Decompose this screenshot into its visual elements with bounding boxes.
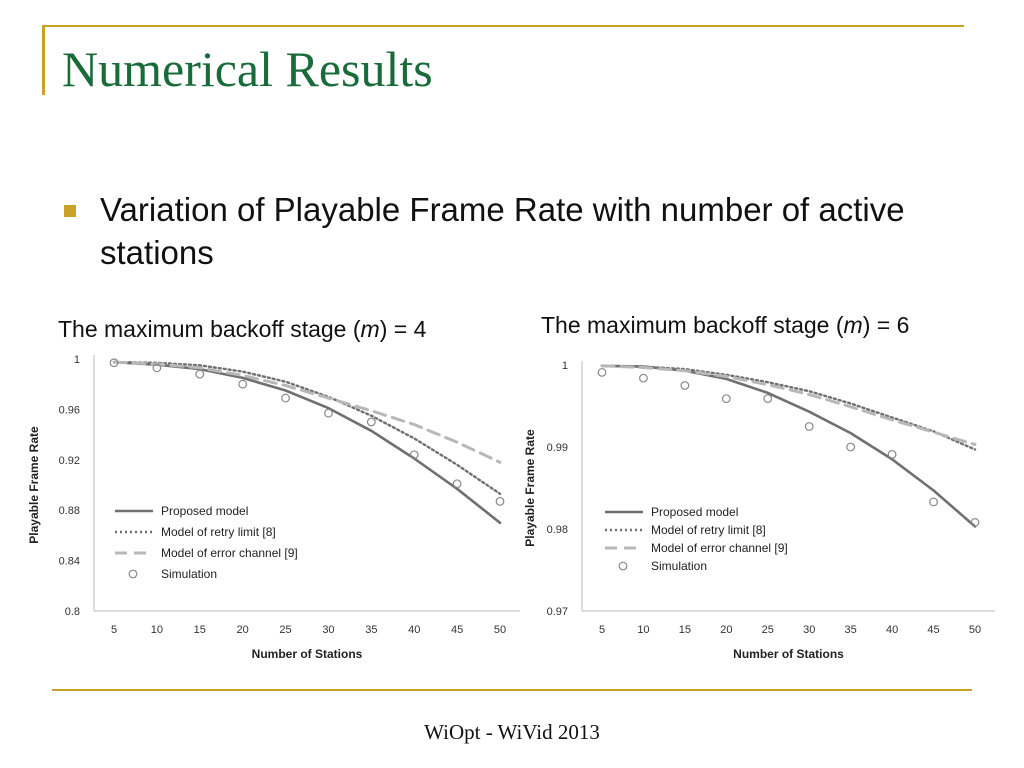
right-simulation-point [929, 497, 938, 507]
caption-left-prefix: The maximum backoff stage ( [58, 316, 361, 342]
left-y-axis-title: Playable Frame Rate [27, 426, 41, 544]
left-simulation-point [195, 369, 205, 379]
left-simulation-point [152, 363, 162, 373]
right-simulation-point [804, 422, 814, 431]
right-simulation-point [680, 381, 690, 390]
right-y-tick-label: 0.97 [547, 606, 568, 618]
left-simulation-point [109, 358, 119, 368]
right-simulation-point [846, 442, 856, 452]
right-x-tick-label: 10 [637, 624, 649, 636]
left-simulation-point [238, 379, 248, 389]
right-series-line-proposed-model [600, 364, 977, 528]
left-x-tick-label: 30 [322, 624, 334, 636]
left-x-tick-label: 15 [194, 624, 206, 636]
left-simulation-point [452, 479, 462, 489]
caption-right-suffix: ) = 6 [862, 312, 910, 338]
right-simulation-point [887, 449, 897, 459]
right-legend-label-model-of-retry-limit-8: Model of retry limit [8] [651, 523, 766, 537]
left-x-tick-label: 20 [237, 624, 249, 636]
right-simulation-point [763, 394, 773, 404]
caption-right-var: m [843, 312, 863, 338]
right-simulation-point [970, 518, 980, 527]
title-accent-bar-vertical [42, 25, 45, 95]
left-legend-label-model-of-retry-limit-8: Model of retry limit [8] [161, 525, 276, 539]
title-accent-bar-horizontal [42, 25, 964, 27]
right-x-tick-label: 25 [762, 624, 774, 636]
right-x-tick-label: 15 [679, 624, 691, 636]
left-x-tick-label: 50 [494, 624, 506, 636]
left-x-tick-label: 35 [365, 624, 377, 636]
right-y-axis-title: Playable Frame Rate [523, 429, 537, 547]
left-x-tick-label: 10 [151, 624, 163, 636]
bullet-text: Variation of Playable Frame Rate with nu… [100, 191, 905, 271]
right-y-tick-label: 0.98 [547, 524, 568, 536]
right-series-line-model-of-error-channel-9 [600, 364, 977, 446]
left-y-tick-label: 0.96 [59, 404, 80, 416]
left-legend-label-simulation: Simulation [161, 567, 217, 581]
left-legend-swatch-simulation [128, 569, 138, 579]
left-series-line-proposed-model [112, 360, 502, 525]
right-x-tick-label: 35 [845, 624, 857, 636]
left-simulation-point [324, 408, 333, 418]
right-simulation-point [721, 394, 731, 404]
right-x-tick-label: 30 [803, 624, 815, 636]
left-simulation-point [495, 496, 505, 506]
right-series-line-model-of-retry-limit-8 [600, 364, 977, 451]
left-y-tick-label: 0.92 [59, 455, 80, 467]
left-simulation-point [366, 417, 376, 427]
caption-right-prefix: The maximum backoff stage ( [541, 312, 844, 338]
left-x-tick-label: 40 [408, 624, 420, 636]
left-simulation-point [409, 450, 419, 460]
left-x-tick-label: 25 [279, 624, 291, 636]
left-y-tick-label: 0.8 [65, 606, 80, 618]
right-x-tick-label: 40 [886, 624, 898, 636]
right-x-tick-label: 45 [927, 624, 939, 636]
right-y-tick-label: 1 [562, 360, 568, 372]
left-series-line-model-of-error-channel-9 [112, 360, 502, 464]
bullet-square-icon [64, 205, 76, 217]
right-x-tick-label: 20 [720, 624, 732, 636]
right-legend-label-model-of-error-channel-9: Model of error channel [9] [651, 541, 788, 555]
slide-title: Numerical Results [62, 41, 433, 97]
footer-text: WiOpt - WiVid 2013 [424, 720, 600, 744]
right-legend-label-simulation: Simulation [651, 559, 707, 573]
caption-left-suffix: ) = 4 [379, 316, 427, 342]
right-simulation-point [639, 373, 648, 383]
left-x-axis-title: Number of Stations [252, 647, 363, 661]
right-x-tick-label: 50 [969, 624, 981, 636]
left-x-tick-label: 45 [451, 624, 463, 636]
left-y-tick-label: 0.84 [59, 556, 80, 568]
left-legend-label-model-of-error-channel-9: Model of error channel [9] [161, 546, 298, 560]
left-simulation-point [281, 393, 290, 403]
right-legend-swatch-simulation [618, 561, 628, 571]
right-x-tick-label: 5 [599, 624, 605, 636]
left-y-tick-label: 1 [74, 354, 80, 366]
right-y-tick-label: 0.99 [547, 442, 568, 454]
caption-left-var: m [360, 316, 380, 342]
left-legend-label-proposed-model: Proposed model [161, 504, 248, 518]
chart-caption-right: The maximum backoff stage (m) = 6 [541, 312, 909, 339]
footer-divider [52, 689, 972, 691]
left-series-line-model-of-retry-limit-8 [112, 360, 502, 495]
chart-caption-left: The maximum backoff stage (m) = 4 [58, 316, 426, 343]
right-x-axis-title: Number of Stations [733, 647, 844, 661]
right-simulation-point [597, 367, 607, 377]
left-x-tick-label: 5 [111, 624, 117, 636]
right-legend-label-proposed-model: Proposed model [651, 505, 738, 519]
left-y-tick-label: 0.88 [59, 505, 80, 517]
